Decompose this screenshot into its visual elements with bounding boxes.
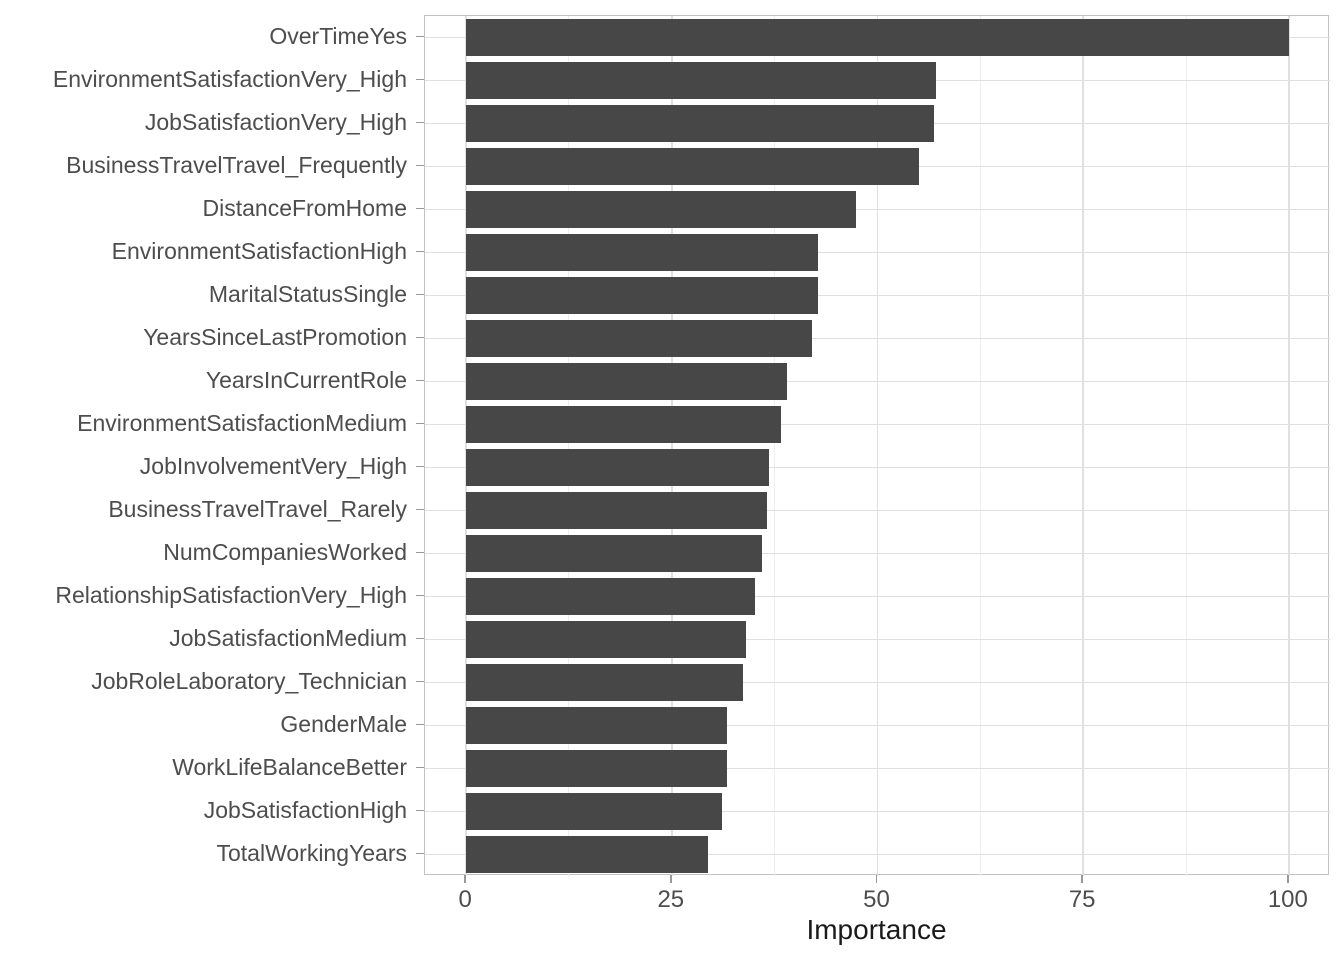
bar xyxy=(466,405,782,444)
y-axis-label: JobInvolvementVery_High xyxy=(139,453,407,479)
category-gridline xyxy=(425,810,1330,813)
y-tick-mark xyxy=(416,465,424,468)
bar xyxy=(466,749,727,788)
minor-gridline xyxy=(774,16,776,876)
category-gridline xyxy=(425,466,1330,469)
x-tick-label: 25 xyxy=(657,886,685,913)
x-tick-mark xyxy=(875,875,878,883)
y-tick-mark xyxy=(416,637,424,640)
bar xyxy=(466,18,1289,57)
y-axis-label: TotalWorkingYears xyxy=(216,840,408,866)
y-tick-mark xyxy=(416,551,424,554)
category-gridline xyxy=(425,423,1330,426)
bar xyxy=(466,276,819,315)
y-axis-label: EnvironmentSatisfactionVery_High xyxy=(52,66,407,92)
category-gridline xyxy=(425,552,1330,555)
bar xyxy=(466,620,746,659)
bar xyxy=(466,61,936,100)
category-gridline xyxy=(425,595,1330,598)
bar xyxy=(466,104,935,143)
major-gridline xyxy=(1288,16,1290,876)
x-tick-label: 100 xyxy=(1267,886,1308,913)
x-axis-title: Importance xyxy=(806,914,947,945)
y-axis-label: BusinessTravelTravel_Rarely xyxy=(108,496,407,522)
y-tick-mark xyxy=(416,293,424,296)
y-tick-mark xyxy=(416,723,424,726)
x-tick-label: 0 xyxy=(458,886,472,913)
minor-gridline xyxy=(568,16,570,876)
bar xyxy=(466,835,708,874)
x-tick-mark xyxy=(670,875,672,883)
y-axis-label: JobRoleLaboratory_Technician xyxy=(91,668,407,694)
category-gridline xyxy=(425,251,1330,254)
category-gridline xyxy=(425,294,1330,297)
bar xyxy=(466,534,763,573)
category-gridline xyxy=(425,724,1330,727)
x-tick-label: 75 xyxy=(1068,886,1096,913)
category-gridline xyxy=(425,681,1330,684)
y-tick-mark xyxy=(416,35,424,38)
category-gridline xyxy=(425,337,1330,340)
bar xyxy=(466,147,919,186)
y-tick-mark xyxy=(416,121,424,124)
category-gridline xyxy=(425,208,1330,211)
bar xyxy=(466,491,768,530)
x-tick-mark xyxy=(1081,875,1083,883)
category-gridline xyxy=(425,767,1330,770)
y-axis-label: OverTimeYes xyxy=(269,23,407,49)
plot-panel xyxy=(424,15,1330,876)
x-tick-mark xyxy=(1287,875,1289,883)
minor-gridline xyxy=(1185,16,1187,876)
minor-gridline xyxy=(979,16,981,876)
bar xyxy=(466,362,787,401)
major-gridline xyxy=(671,16,673,876)
y-axis-label: YearsSinceLastPromotion xyxy=(143,324,407,350)
y-tick-mark xyxy=(416,680,424,683)
y-tick-mark xyxy=(416,809,424,812)
major-gridline xyxy=(1082,16,1084,876)
y-tick-mark xyxy=(416,594,424,597)
y-axis-label: JobSatisfactionVery_High xyxy=(144,109,407,135)
bar xyxy=(466,233,819,272)
y-tick-mark xyxy=(416,422,424,425)
bar xyxy=(466,577,755,616)
y-tick-mark xyxy=(416,207,424,210)
bar xyxy=(466,792,722,831)
x-tick-mark xyxy=(464,875,466,883)
y-axis-label: YearsInCurrentRole xyxy=(205,367,407,393)
y-axis-label: DistanceFromHome xyxy=(202,195,408,221)
y-axis-label: EnvironmentSatisfactionMedium xyxy=(77,410,407,436)
y-tick-mark xyxy=(416,336,424,339)
category-gridline xyxy=(425,638,1330,641)
y-axis-label: JobSatisfactionHigh xyxy=(203,797,407,823)
y-tick-mark xyxy=(416,508,424,511)
major-gridline xyxy=(465,16,467,876)
bar xyxy=(466,190,857,229)
y-axis-label: JobSatisfactionMedium xyxy=(169,625,407,651)
category-gridline xyxy=(425,380,1330,383)
x-tick-label: 50 xyxy=(863,886,890,913)
category-gridline xyxy=(425,853,1330,856)
bar xyxy=(466,663,744,702)
y-tick-mark xyxy=(416,766,424,769)
y-axis-label: RelationshipSatisfactionVery_High xyxy=(55,582,407,608)
category-gridline xyxy=(425,509,1330,512)
y-tick-mark xyxy=(416,78,424,81)
y-axis-label: EnvironmentSatisfactionHigh xyxy=(111,238,407,264)
y-axis-label: BusinessTravelTravel_Frequently xyxy=(66,152,407,178)
y-axis-label: NumCompaniesWorked xyxy=(163,539,407,565)
y-tick-mark xyxy=(416,164,424,167)
y-tick-mark xyxy=(416,379,424,382)
bar xyxy=(466,706,727,745)
major-gridline xyxy=(876,16,879,876)
y-axis-label: WorkLifeBalanceBetter xyxy=(172,754,407,780)
y-axis-label: GenderMale xyxy=(280,711,407,737)
y-tick-mark xyxy=(416,250,424,253)
bar xyxy=(466,319,812,358)
y-tick-mark xyxy=(416,852,424,855)
y-axis-label: MaritalStatusSingle xyxy=(208,281,407,307)
bar xyxy=(466,448,769,487)
